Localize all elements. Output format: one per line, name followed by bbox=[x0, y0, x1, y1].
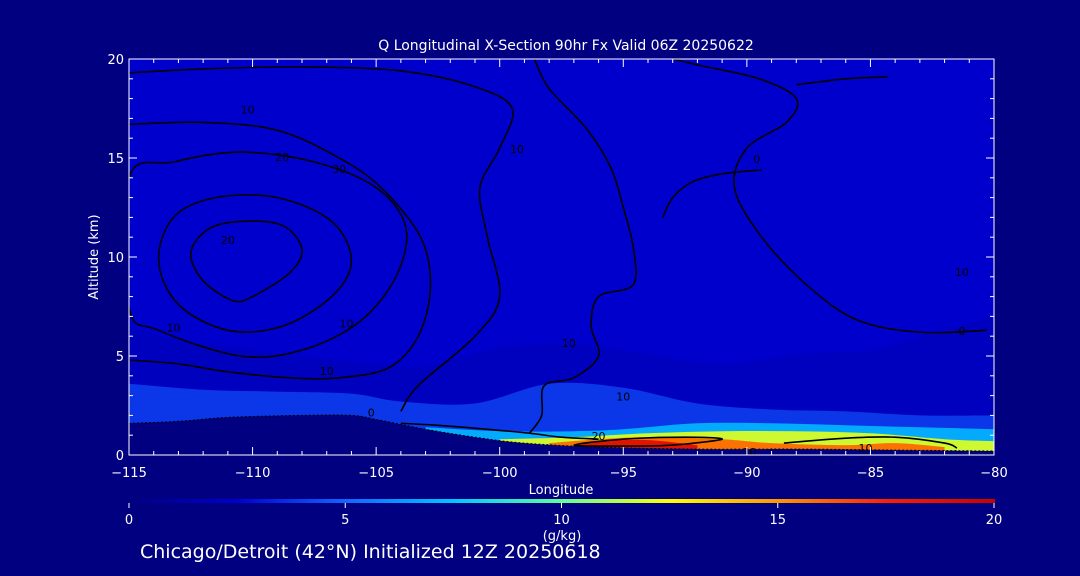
terrain bbox=[129, 414, 994, 455]
contour-line bbox=[796, 76, 888, 86]
x-axis: −115 −110 −105 −100 −95 −90 −85 −80 bbox=[111, 59, 1008, 481]
y-tick-label: 5 bbox=[116, 350, 124, 365]
terrain-mask bbox=[129, 415, 994, 455]
contour-label: 30 bbox=[332, 163, 346, 176]
colorbar-label: (g/kg) bbox=[543, 529, 582, 544]
footer-caption: Chicago/Detroit (42°N) Initialized 12Z 2… bbox=[140, 541, 601, 563]
y-tick-label: 20 bbox=[107, 53, 124, 68]
colorbar-tick-label: 20 bbox=[986, 513, 1003, 528]
contour-label: 10 bbox=[616, 391, 630, 404]
y-axis-label: Altitude (km) bbox=[87, 214, 102, 299]
y-tick-label: 0 bbox=[116, 449, 124, 464]
contour-label: 0 bbox=[368, 406, 375, 419]
colorbar-bar bbox=[129, 499, 995, 503]
contour-label: 20 bbox=[221, 234, 235, 247]
contour-label: 10 bbox=[510, 143, 524, 156]
colorbar: 0 5 10 15 20 (g/kg) bbox=[125, 499, 1002, 544]
contour-line bbox=[662, 169, 762, 218]
contour-line bbox=[528, 59, 637, 434]
terrain-outline bbox=[129, 414, 994, 452]
contour-line bbox=[157, 194, 353, 333]
contour-label: 10 bbox=[858, 442, 872, 455]
contour-line bbox=[189, 220, 303, 303]
chart-title: Q Longitudinal X-Section 90hr Fx Valid 0… bbox=[378, 38, 754, 54]
x-tick-label: −110 bbox=[235, 466, 271, 481]
colorbar-tick-label: 10 bbox=[553, 513, 570, 528]
x-tick-label: −85 bbox=[857, 466, 884, 481]
contour-lines bbox=[129, 59, 987, 449]
y-tick-label: 10 bbox=[107, 251, 124, 266]
x-tick-label: −80 bbox=[980, 466, 1007, 481]
contour-label: 10 bbox=[339, 317, 353, 330]
plot-area: 10 20 30 20 10 10 10 0 10 10 10 20 10 10 0 10 0 bbox=[129, 59, 994, 459]
x-tick-label: −95 bbox=[610, 466, 637, 481]
contour-label: 20 bbox=[275, 151, 289, 164]
x-tick-label: −115 bbox=[111, 466, 147, 481]
contour-label: 10 bbox=[241, 103, 255, 116]
contour-label: 0 bbox=[958, 325, 965, 338]
contour-line bbox=[129, 66, 514, 412]
colorbar-tick-label: 0 bbox=[125, 513, 133, 528]
y-tick-label: 15 bbox=[107, 152, 124, 167]
x-tick-label: −105 bbox=[358, 466, 394, 481]
contour-labels: 10 20 30 20 10 10 10 0 10 10 10 20 10 10 0 10 0 bbox=[166, 103, 969, 459]
contour-label: 10 bbox=[955, 266, 969, 279]
contour-label: 10 bbox=[742, 446, 756, 459]
y-axis: 0 5 10 15 20 bbox=[107, 53, 994, 464]
contour-label: 10 bbox=[166, 321, 180, 334]
contour-label: 10 bbox=[562, 337, 576, 350]
contour-label: 20 bbox=[592, 430, 606, 443]
contour-label: 10 bbox=[320, 365, 334, 378]
colorbar-ticks: 0 5 10 15 20 bbox=[125, 503, 1002, 528]
contour-line bbox=[783, 436, 958, 449]
contour-line bbox=[400, 422, 599, 440]
x-tick-label: −100 bbox=[482, 466, 518, 481]
x-tick-label: −90 bbox=[733, 466, 760, 481]
colorbar-tick-label: 5 bbox=[341, 513, 349, 528]
contour-line bbox=[573, 436, 723, 447]
x-axis-label: Longitude bbox=[529, 483, 594, 498]
colorbar-tick-label: 15 bbox=[769, 513, 786, 528]
contour-line bbox=[129, 121, 432, 380]
contour-label: 0 bbox=[753, 153, 760, 166]
